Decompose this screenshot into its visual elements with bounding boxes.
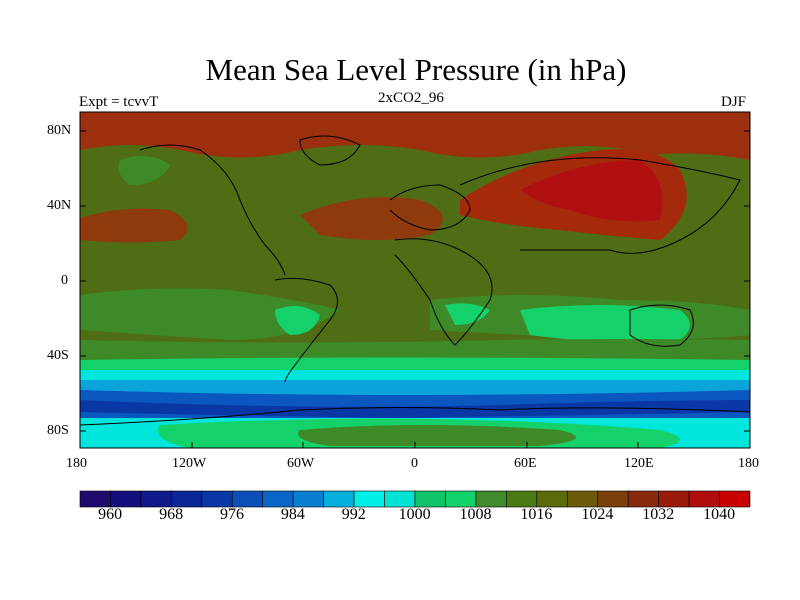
- coast-asia: [459, 157, 741, 254]
- colorbar-swatch: [688, 490, 720, 508]
- colorbar-swatch: [79, 490, 111, 508]
- colorbar-swatch: [171, 490, 203, 508]
- colorbar-swatch: [506, 490, 538, 508]
- field-sam-low: [275, 306, 320, 335]
- colorbar-swatch: [201, 490, 233, 508]
- colorbar-label: 968: [159, 506, 184, 523]
- colorbar-swatch: [627, 490, 659, 508]
- colorbar-swatch: [140, 490, 172, 508]
- colorbar-label: 1000: [398, 506, 431, 523]
- lat-label-80n: 80N: [47, 123, 72, 138]
- colorbar-swatch: [231, 490, 264, 508]
- coast-australia: [629, 304, 694, 347]
- lon-ticks: [79, 442, 751, 448]
- coast-antarctica: [79, 407, 751, 426]
- colorbar-swatch: [292, 490, 324, 508]
- run-label: 2xCO2_96: [378, 90, 444, 106]
- field-atlantic-high: [300, 197, 443, 240]
- colorbar-swatch: [323, 490, 355, 508]
- lon-label-120e: 120E: [624, 456, 654, 471]
- field-asia-core: [520, 160, 663, 222]
- colorbar-label: 1008: [459, 506, 492, 523]
- colorbar-label: 1024: [581, 506, 614, 523]
- colorbar-swatch: [445, 490, 477, 508]
- lon-label-180w: 180: [66, 456, 87, 471]
- field-north-high: [80, 112, 750, 160]
- field-pacific-high: [80, 208, 188, 243]
- field-indian-low: [520, 305, 690, 342]
- map-title: Mean Sea Level Pressure (in hPa): [205, 52, 627, 87]
- coast-africa: [394, 238, 493, 346]
- colorbar-swatch: [658, 490, 690, 508]
- lat-label-40s: 40S: [47, 348, 69, 363]
- lon-label-60w: 60W: [287, 456, 315, 471]
- colorbar-label: 1016: [520, 506, 553, 523]
- lat-ticks: [80, 130, 750, 432]
- lon-label-0: 0: [411, 456, 418, 471]
- colorbar-label: 976: [219, 506, 244, 523]
- field-deep-low: [80, 400, 750, 418]
- colorbar-swatch: [597, 490, 629, 508]
- colorbar-swatch: [110, 490, 142, 508]
- coast-europe: [389, 184, 471, 231]
- lat-label-80s: 80S: [47, 423, 69, 438]
- pressure-field: [80, 112, 750, 448]
- colorbar-swatch: [719, 490, 751, 508]
- coast-north-america: [139, 144, 286, 276]
- lat-label-0: 0: [61, 273, 68, 288]
- season-label: DJF: [721, 94, 747, 110]
- colorbar-swatch: [414, 490, 446, 508]
- colorbar-swatch: [566, 490, 599, 508]
- lat-label-40n: 40N: [47, 198, 72, 213]
- field-antarctic-high: [298, 425, 576, 446]
- colorbar-label: 1040: [703, 506, 736, 523]
- colorbar-label: 1032: [642, 506, 675, 523]
- colorbar-swatch: [536, 490, 568, 508]
- colorbar-label: 984: [280, 506, 305, 523]
- colorbar-swatch: [475, 490, 507, 508]
- lon-label-60e: 60E: [514, 456, 537, 471]
- coast-south-america: [274, 277, 338, 383]
- colorbar-label: 992: [341, 506, 366, 523]
- field-south-lightblue: [80, 380, 750, 398]
- colorbar-swatch: [353, 490, 385, 508]
- coastlines: [79, 135, 751, 426]
- colorbar: [79, 490, 751, 508]
- coast-greenland: [299, 135, 361, 166]
- lon-label-180e: 180: [738, 456, 759, 471]
- experiment-label: Expt = tcvvT: [79, 94, 159, 110]
- lon-label-120w: 120W: [172, 456, 207, 471]
- field-aleutian-low: [118, 156, 170, 185]
- field-tropics-east: [80, 288, 340, 340]
- colorbar-swatch: [384, 490, 416, 508]
- colorbar-label: 960: [98, 506, 123, 523]
- colorbar-swatch: [262, 490, 294, 508]
- field-africa-low: [445, 303, 490, 325]
